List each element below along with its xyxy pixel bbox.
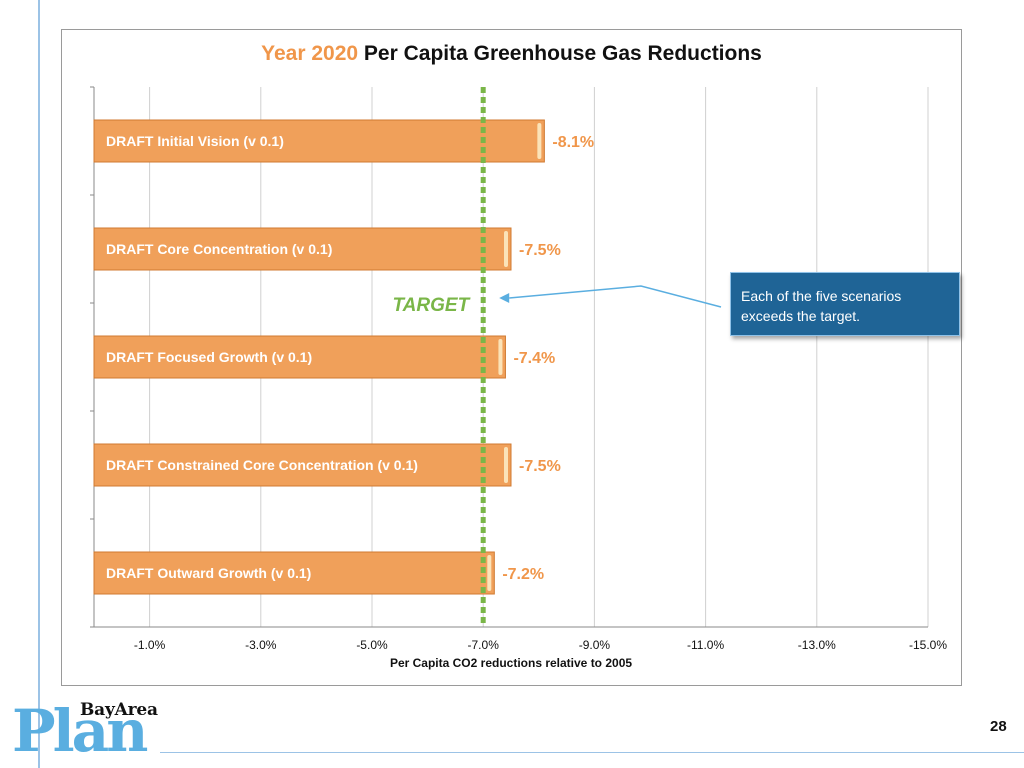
category-label: DRAFT Focused Growth (v 0.1) — [106, 349, 312, 365]
value-label: -8.1% — [552, 134, 594, 151]
chart-title: Year 2020 Per Capita Greenhouse Gas Redu… — [62, 42, 961, 66]
annotation-callout: Each of the five scenarios exceeds the t… — [730, 272, 960, 336]
bar-end-highlight — [498, 339, 503, 375]
value-label: -7.5% — [519, 242, 561, 259]
value-label: -7.5% — [519, 458, 561, 475]
bar — [93, 551, 495, 595]
value-label: -7.2% — [502, 566, 544, 583]
x-tick-label: -15.0% — [909, 638, 947, 652]
bar-end-highlight — [487, 555, 492, 591]
bar-end-highlight — [537, 123, 542, 159]
x-tick-label: -11.0% — [687, 638, 724, 652]
category-label: DRAFT Constrained Core Concentration (v … — [106, 457, 418, 473]
bay-area-plan-logo: Plan BayArea — [12, 700, 162, 760]
page-number: 28 — [990, 718, 1007, 735]
x-axis-title: Per Capita CO2 reductions relative to 20… — [390, 656, 632, 670]
chart-title-year: Year 2020 — [261, 42, 359, 65]
bar — [93, 443, 512, 487]
x-tick-label: -1.0% — [134, 638, 166, 652]
annotation-arrow-line — [509, 285, 722, 308]
x-tick-label: -7.0% — [468, 638, 500, 652]
bottom-border-rule — [160, 752, 1024, 753]
target-label: TARGET — [392, 295, 470, 316]
bar — [93, 119, 545, 163]
logo-plan-text: Plan — [12, 697, 148, 765]
x-tick-label: -5.0% — [356, 638, 388, 652]
chart-frame: Year 2020 Per Capita Greenhouse Gas Redu… — [61, 29, 962, 686]
value-label: -7.4% — [513, 350, 555, 367]
category-label: DRAFT Core Concentration (v 0.1) — [106, 241, 332, 257]
bar-chart: -1.0% -3.0% -5.0% -7.0% -9.0% -11.0% -13.0% -15… — [90, 86, 947, 670]
logo-bayarea-text: BayArea — [80, 700, 158, 720]
left-border-rule — [38, 0, 40, 768]
bar — [93, 227, 512, 271]
bar-end-highlight — [504, 231, 508, 267]
category-label: DRAFT Outward Growth (v 0.1) — [106, 565, 311, 581]
bar-end-highlight — [504, 447, 508, 483]
annotation-arrow-head — [499, 293, 510, 303]
x-tick-label: -3.0% — [245, 638, 277, 652]
x-tick-label: -9.0% — [579, 638, 611, 652]
chart-title-main: Per Capita Greenhouse Gas Reductions — [363, 42, 762, 65]
bar — [93, 335, 506, 379]
x-tick-label: -13.0% — [798, 638, 836, 652]
category-label: DRAFT Initial Vision (v 0.1) — [106, 133, 284, 149]
